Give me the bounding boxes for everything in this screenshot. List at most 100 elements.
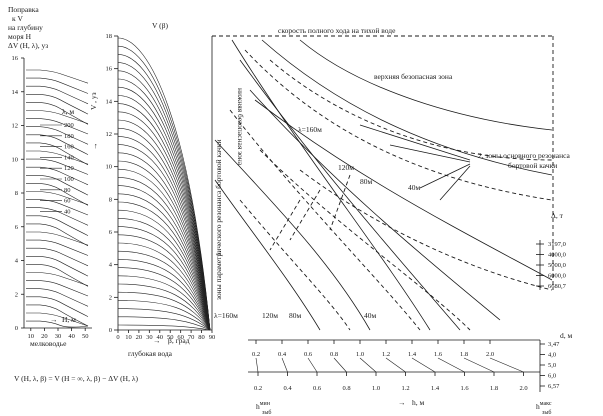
mid-speed-curve — [117, 201, 211, 331]
delta-tick-label: 6680,7 — [548, 283, 567, 290]
h-axis-arrow: → — [398, 398, 406, 407]
mid-speed-curve — [117, 160, 211, 331]
wave-label-120: 120м — [338, 163, 354, 172]
left-title-line-2: к V — [12, 14, 24, 23]
mid-speed-curve — [117, 185, 211, 331]
mid-speed-curve — [117, 267, 211, 331]
mid-speed-curve — [117, 127, 211, 331]
left-title-line-1: Поправка — [8, 5, 39, 14]
h-scale-links — [255, 357, 524, 373]
mid-x-tick-label: 80 — [198, 334, 205, 341]
left-correction-curve — [26, 264, 89, 287]
left-correction-curve — [26, 231, 89, 246]
mid-speed-curve — [117, 250, 211, 331]
mid-y-ticks: 0 2 4 6 8 10 12 14 16 18 — [106, 33, 118, 334]
mid-y-tick-label: 12 — [106, 131, 113, 138]
left-correction-curve — [26, 288, 89, 307]
zone-arrow — [419, 163, 471, 189]
zone-arrow — [439, 165, 471, 201]
mid-y-tick-label: 6 — [109, 229, 113, 236]
mid-speed-curve — [117, 242, 211, 331]
top-h-tick-label: 0.6 — [304, 351, 313, 358]
mid-speed-curve — [117, 308, 211, 331]
dashed-resonance-curve — [244, 49, 553, 201]
mid-x-tick-label: 30 — [146, 334, 153, 341]
left-correction-curve — [26, 320, 89, 328]
left-lambda-value: 60 — [64, 198, 71, 205]
left-y-tick-label: 4 — [15, 258, 19, 265]
left-correction-curve — [26, 166, 89, 186]
left-title-line-5: ΔV (H, λ), уз — [8, 41, 48, 50]
mid-y-tick-label: 2 — [109, 294, 112, 301]
left-y-tick-label: 0 — [15, 325, 18, 332]
left-title-line-4: моря H — [8, 32, 32, 41]
left-y-tick-label: 8 — [15, 190, 18, 197]
wave-label-160: λ=160м — [298, 125, 322, 134]
h-scale-link — [359, 357, 377, 373]
left-lambda-value: 40 — [64, 208, 71, 215]
mid-speed-curve — [117, 226, 211, 331]
bottom-wave-label-160: λ=160м — [214, 311, 238, 320]
delta-tick-label: 4000,0 — [548, 252, 566, 259]
param-zone-label: зоны параметрического резонанса бортовой… — [214, 140, 223, 300]
mid-x-tick-label: 40 — [157, 334, 164, 341]
left-x-axis-label: H, м — [62, 315, 76, 324]
mid-y-tick-label: 16 — [106, 66, 113, 73]
mid-x-tick-label: 50 — [167, 334, 174, 341]
left-x-tick-label: 20 — [41, 333, 48, 340]
left-correction-curve — [26, 223, 89, 247]
upper-safe-zone-label: верхняя безопасная зона — [374, 72, 453, 81]
left-correction-curve — [26, 134, 89, 155]
top-h-scale-ticks: 0.2 0.4 0.6 0.8 1.0 1.2 1.4 1.6 1.8 2.0 — [252, 340, 494, 358]
delta-tick-label: 3197,0 — [548, 241, 566, 248]
delta-title: Δ, т — [551, 211, 564, 220]
mid-x-ticks: 0 10 20 30 40 50 60 70 80 90 — [116, 330, 215, 341]
left-lambda-value: 200 — [64, 122, 74, 129]
mid-speed-curve — [117, 300, 211, 331]
param-zone-arrow — [269, 199, 301, 251]
left-correction-curve — [26, 272, 89, 286]
h-scale-link — [281, 357, 288, 373]
left-title-line-3: на глубину — [8, 23, 43, 32]
d-tick-label: 6,0 — [548, 373, 556, 380]
mid-speed-curve — [117, 152, 211, 331]
d-label: d, м — [560, 331, 573, 340]
bottom-scales: 0.2 0.4 0.6 0.8 1.0 1.2 1.4 1.6 1.8 2.0 0.2 0.4 0.6… — [248, 331, 573, 416]
bottom-wave-label-120: 120м — [262, 311, 278, 320]
mid-top-label: V (β) — [152, 21, 168, 30]
mid-y-tick-label: 14 — [106, 98, 113, 105]
bottom-h-tick-label: 0.2 — [254, 385, 262, 392]
left-correction-curve — [26, 175, 89, 196]
param-zone-arrow — [329, 174, 351, 231]
mid-x-tick-label: 0 — [116, 334, 119, 341]
h-scale-link — [385, 357, 406, 373]
top-h-tick-label: 1.2 — [382, 351, 390, 358]
mid-speed-curve — [117, 234, 211, 331]
left-correction-curve — [26, 94, 89, 115]
right-panel: скорость полного хода на тихой воде верх… — [212, 26, 571, 331]
mid-speed-curve — [117, 177, 211, 331]
mid-x-tick-label: 10 — [125, 334, 132, 341]
top-h-tick-label: 2.0 — [486, 351, 494, 358]
bottom-h-tick-label: 1.2 — [401, 385, 409, 392]
h-min-sub: зыб — [262, 409, 271, 416]
top-h-tick-label: 0.4 — [278, 351, 287, 358]
mid-curves — [117, 37, 211, 331]
mid-speed-curve — [117, 218, 211, 331]
left-x-tick-label: 10 — [28, 333, 35, 340]
left-correction-curve — [26, 199, 89, 216]
resonance-curve — [299, 39, 553, 131]
left-correction-curve — [26, 191, 89, 205]
zone-arrow — [389, 144, 471, 163]
d-tick-label: 6,57 — [548, 383, 560, 390]
right-dashed-curves — [229, 49, 553, 331]
mid-speed-curve — [117, 259, 211, 331]
resonance-curve — [254, 99, 553, 281]
left-correction-curve — [26, 256, 89, 277]
mid-speed-curve — [117, 275, 211, 331]
mid-speed-curve — [117, 193, 211, 331]
middle-panel: V (β) 0 2 4 6 8 10 12 14 16 18 0 10 20 30 40 50 60 70 80 9… — [89, 21, 215, 358]
left-correction-curve — [26, 158, 89, 175]
mid-x-tick-label: 70 — [188, 334, 195, 341]
